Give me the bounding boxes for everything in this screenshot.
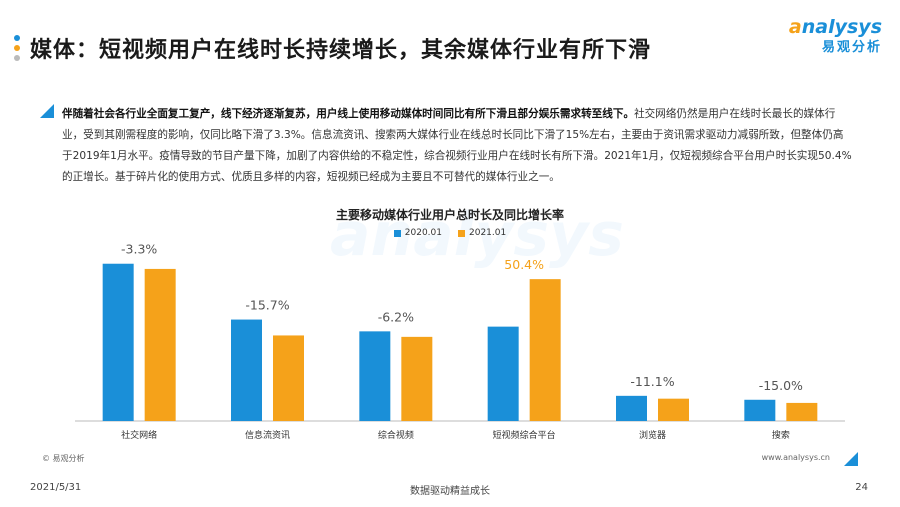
summary-body: 社交网络仍然是用户在线时长最长的媒体行业，受到其刚需程度的影响，仅同比略下滑了3…	[62, 108, 852, 183]
bar-2020.01-0	[102, 263, 134, 421]
logo-english-rest: nalysys	[801, 16, 882, 38]
title-dot-gray	[14, 55, 20, 61]
bar-2020.01-5	[744, 399, 776, 421]
bar-2021.01-3	[529, 279, 561, 421]
category-label: 社交网络	[121, 429, 157, 441]
category-label: 浏览器	[639, 429, 666, 441]
chart-title: 主要移动媒体行业用户总时长及同比增长率	[335, 208, 564, 222]
bar-2021.01-0	[144, 268, 176, 421]
title-dot-blue	[14, 35, 20, 41]
footer-slogan: 数据驱动精益成长	[410, 486, 490, 497]
category-label: 综合视频	[378, 429, 414, 441]
page-title: 媒体：短视频用户在线时长持续增长，其余媒体行业有所下滑	[30, 38, 652, 63]
chart-legend: 2020.01 2021.01	[0, 228, 900, 238]
legend-swatch-2020	[393, 229, 401, 237]
category-label: 搜索	[772, 429, 790, 441]
corner-triangle-icon	[844, 452, 858, 466]
bar-2020.01-3	[487, 326, 519, 421]
website-url: www.analysys.cn	[761, 453, 830, 462]
legend-item-2021: 2021.01	[458, 228, 506, 238]
legend-label-2021: 2021.01	[469, 228, 507, 238]
category-label: 信息流资讯	[245, 429, 290, 441]
growth-rate-label: -6.2%	[378, 309, 414, 324]
logo-english: analysys	[762, 16, 882, 38]
legend-label-2020: 2020.01	[404, 228, 442, 238]
logo-english-prefix: a	[788, 16, 802, 38]
footer-date: 2021/5/31	[30, 482, 82, 493]
title-bar: 媒体：短视频用户在线时长持续增长，其余媒体行业有所下滑	[14, 28, 774, 68]
bar-2021.01-5	[786, 402, 818, 421]
title-dots-decoration	[14, 35, 20, 61]
legend-item-2020: 2020.01	[393, 228, 442, 238]
bar-2021.01-4	[658, 398, 689, 421]
growth-rate-label: -15.7%	[245, 298, 289, 313]
summary-paragraph: 伴随着社会各行业全面复工复产，线下经济逐渐复苏，用户线上使用移动媒体时间同比有所…	[62, 104, 852, 188]
growth-rate-label: 50.4%	[504, 257, 544, 272]
category-label: 短视频综合平台	[493, 429, 556, 441]
page-number: 24	[855, 482, 868, 493]
legend-swatch-2021	[458, 229, 465, 237]
logo-chinese: 易观分析	[821, 40, 882, 55]
growth-rate-label: -3.3%	[121, 242, 157, 257]
title-dot-orange	[14, 45, 20, 51]
bar-2021.01-1	[273, 335, 304, 421]
growth-rate-label: -11.1%	[630, 374, 674, 389]
source-note: © 易观分析	[42, 454, 85, 463]
paragraph-marker-icon	[40, 104, 54, 118]
bar-2020.01-1	[231, 319, 262, 421]
bar-2020.01-4	[616, 395, 647, 421]
summary-lead: 伴随着社会各行业全面复工复产，线下经济逐渐复苏，用户线上使用移动媒体时间同比有所…	[62, 108, 635, 120]
analysys-logo: analysys 易观分析	[762, 16, 882, 62]
growth-rate-label: -15.0%	[759, 378, 803, 393]
bar-2020.01-2	[359, 331, 391, 421]
bar-2021.01-2	[401, 336, 433, 421]
